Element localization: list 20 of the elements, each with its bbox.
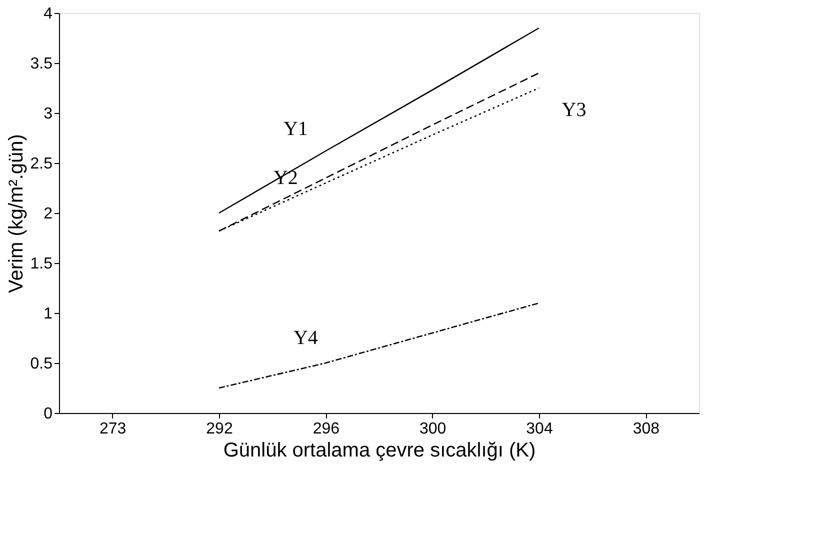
y-tick-label: 1 <box>44 306 53 322</box>
y-tick-label: 3.5 <box>30 56 53 72</box>
y-tick-label: 2 <box>44 206 53 222</box>
x-tick-label: 308 <box>632 420 660 438</box>
series-label: Y3 <box>562 99 586 121</box>
x-tick-label: 292 <box>206 420 233 438</box>
series-label: Y1 <box>283 118 308 140</box>
y-tick-label: 2.5 <box>30 156 53 172</box>
x-tick-label: 296 <box>312 420 340 438</box>
y-tick-label: 0.5 <box>30 356 53 372</box>
series-label: Y4 <box>293 327 318 349</box>
x-tick-label: 273 <box>99 420 126 438</box>
x-tick-label: 300 <box>419 420 446 438</box>
y-tick-label: 4 <box>44 6 53 22</box>
y-tick-label: 0 <box>44 406 53 422</box>
x-axis-title: Günlük ortalama çevre sıcaklığı (K) <box>223 440 536 462</box>
y-axis-title: Verim (kg/m².gün) <box>5 134 28 293</box>
y-tick-label: 3 <box>44 106 53 122</box>
y-tick-label: 1.5 <box>30 256 53 272</box>
x-tick-label: 304 <box>526 420 553 438</box>
